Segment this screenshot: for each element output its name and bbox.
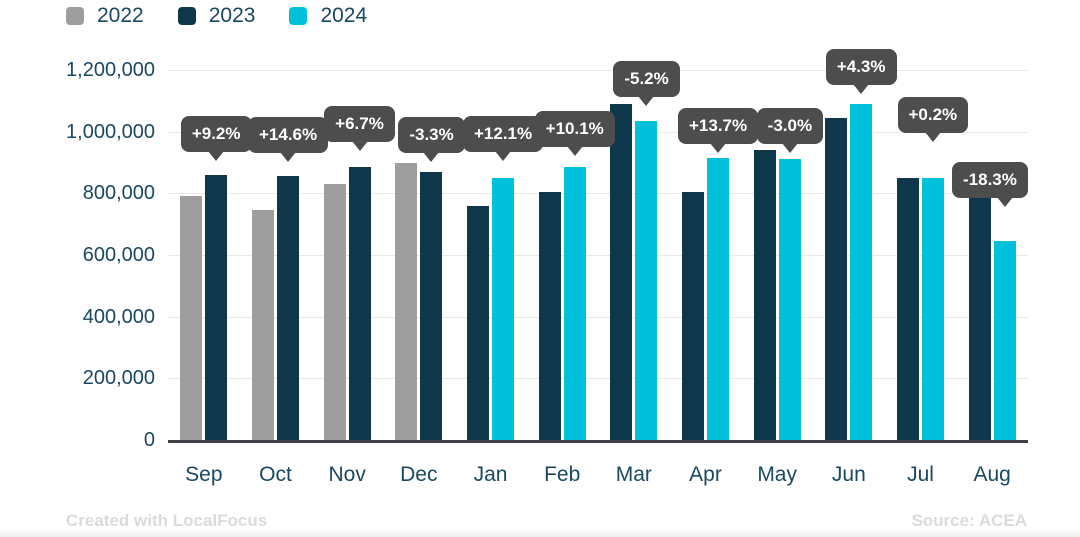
- legend-swatch-2024: [289, 7, 308, 25]
- bar-2023-dec[interactable]: [420, 171, 443, 440]
- change-tooltip-aug: -18.3%: [952, 162, 1028, 198]
- x-axis-baseline: [168, 440, 1028, 443]
- bar-2024-mar[interactable]: [635, 120, 658, 440]
- x-axis-label-nov: Nov: [328, 463, 366, 486]
- tooltip-pointer-icon: [781, 143, 798, 153]
- x-axis-label-dec: Dec: [400, 463, 438, 486]
- bar-2022-sep[interactable]: [180, 196, 203, 440]
- tooltip-pointer-icon: [280, 152, 296, 162]
- bar-2022-nov[interactable]: [323, 184, 346, 440]
- legend-label-2022: 2022: [97, 4, 144, 27]
- bar-2024-feb[interactable]: [563, 167, 586, 440]
- tooltip-pointer-icon: [566, 146, 583, 156]
- gridline: [168, 316, 1028, 318]
- change-tooltip-feb: +10.1%: [534, 111, 615, 147]
- x-axis-label-mar: Mar: [615, 463, 652, 486]
- bar-2024-jul[interactable]: [922, 177, 944, 440]
- legend-label-2023: 2023: [208, 4, 256, 27]
- bar-2023-jun[interactable]: [825, 117, 848, 440]
- bar-2024-apr[interactable]: [707, 157, 729, 440]
- tooltip-pointer-icon: [351, 141, 368, 151]
- change-tooltip-nov: +6.7%: [324, 106, 395, 142]
- x-axis-label-oct: Oct: [259, 463, 292, 486]
- bar-2023-may[interactable]: [753, 150, 776, 440]
- x-axis-label-jan: Jan: [473, 463, 508, 486]
- legend-item-2024[interactable]: 2024: [289, 4, 367, 28]
- x-axis-label-jul: Jul: [907, 463, 934, 486]
- tooltip-pointer-icon: [423, 152, 440, 162]
- change-tooltip-jul: +0.2%: [897, 97, 969, 133]
- bar-2023-oct[interactable]: [277, 176, 299, 440]
- change-tooltip-dec: -3.3%: [398, 117, 465, 153]
- bar-2023-jan[interactable]: [467, 205, 489, 440]
- bar-2023-nov[interactable]: [348, 167, 371, 440]
- y-axis-tick-label: 400,000: [82, 305, 155, 328]
- tooltip-pointer-icon: [495, 151, 511, 161]
- x-axis-label-sep: Sep: [185, 463, 223, 486]
- credit-text: Created with LocalFocus: [66, 511, 268, 530]
- bar-2023-mar[interactable]: [610, 103, 633, 440]
- legend: 2022 2023 2024: [66, 4, 367, 28]
- change-tooltip-jan: +12.1%: [463, 116, 544, 152]
- legend-item-2022[interactable]: 2022: [66, 4, 144, 28]
- change-tooltip-jun: +4.3%: [825, 49, 897, 85]
- x-axis-label-aug: Aug: [973, 463, 1011, 486]
- gridline: [168, 193, 1028, 195]
- tooltip-pointer-icon: [710, 143, 726, 153]
- legend-swatch-2022: [66, 7, 84, 25]
- gridline: [168, 255, 1028, 256]
- y-axis-tick-label: 800,000: [82, 182, 155, 205]
- y-axis-tick-label: 1,000,000: [66, 120, 155, 143]
- bar-2023-feb[interactable]: [538, 191, 561, 440]
- change-tooltip-apr: +13.7%: [678, 108, 759, 144]
- bar-2024-may[interactable]: [778, 159, 801, 440]
- source-text: Source: ACEA: [911, 511, 1027, 530]
- bar-2023-sep[interactable]: [205, 174, 228, 440]
- change-tooltip-oct: +14.6%: [248, 117, 329, 153]
- bar-2024-aug[interactable]: [993, 241, 1016, 440]
- change-tooltip-may: -3.0%: [756, 108, 824, 144]
- y-axis-tick-label: 200,000: [82, 367, 155, 390]
- legend-label-2024: 2024: [320, 4, 368, 27]
- tooltip-pointer-icon: [208, 151, 225, 161]
- bar-2022-oct[interactable]: [252, 210, 274, 440]
- tooltip-pointer-icon: [853, 84, 870, 94]
- y-axis-tick-label: 0: [143, 429, 155, 451]
- change-tooltip-mar: -5.2%: [613, 61, 680, 97]
- bar-2022-dec[interactable]: [395, 162, 418, 440]
- change-tooltip-sep: +9.2%: [180, 116, 252, 152]
- y-axis-tick-label: 1,200,000: [66, 59, 155, 81]
- x-axis-label-jun: Jun: [831, 463, 866, 486]
- x-axis-label-apr: Apr: [689, 463, 722, 486]
- y-axis-tick-label: 600,000: [82, 244, 155, 266]
- tooltip-pointer-icon: [996, 197, 1013, 207]
- bar-2023-aug[interactable]: [968, 196, 991, 440]
- bar-2024-jun[interactable]: [850, 103, 873, 440]
- legend-swatch-2023: [177, 7, 196, 25]
- x-axis-label-feb: Feb: [544, 463, 581, 486]
- bottom-fade: [0, 529, 1080, 537]
- gridline: [168, 378, 1028, 380]
- bar-2023-apr[interactable]: [682, 191, 704, 440]
- legend-item-2023[interactable]: 2023: [177, 4, 256, 28]
- bar-2023-jul[interactable]: [897, 177, 919, 440]
- bar-2024-jan[interactable]: [492, 177, 514, 440]
- gridline: [168, 70, 1028, 71]
- tooltip-pointer-icon: [925, 132, 941, 142]
- x-axis-label-may: May: [757, 463, 797, 486]
- tooltip-pointer-icon: [638, 96, 655, 106]
